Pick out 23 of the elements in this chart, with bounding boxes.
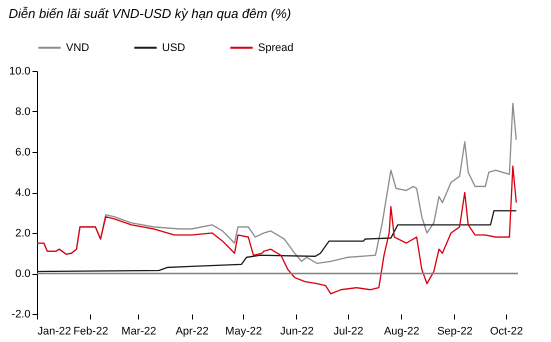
line-series [36, 166, 517, 294]
x-tick-label: Sep-22 [437, 326, 473, 338]
x-tick-label: Jan-22 [38, 326, 72, 338]
y-tick-label: 2.0 [15, 228, 30, 240]
y-tick-label: 10.0 [9, 66, 30, 78]
legend-label: USD [162, 42, 186, 54]
x-tick-label: Feb-22 [73, 326, 108, 338]
legend-label: Spread [258, 42, 294, 54]
x-tick-label: Jun-22 [280, 326, 314, 338]
x-tick-label: Jul-22 [333, 326, 364, 338]
x-tick-label: May-22 [225, 326, 262, 338]
y-tick-label: 4.0 [15, 187, 30, 199]
y-tick-label: 8.0 [15, 106, 30, 118]
legend-label: VND [66, 42, 90, 54]
x-tick-label: Apr-22 [176, 326, 209, 338]
y-tick-label: 0.0 [15, 268, 30, 280]
y-tick-label: -2.0 [12, 308, 30, 320]
x-tick-label: Oct-22 [490, 326, 523, 338]
chart-title: Diễn biến lãi suất VND-USD kỳ hạn qua đêm (%) [8, 6, 292, 21]
x-tick-label: Mar-22 [121, 326, 156, 338]
x-tick-label: Aug-22 [384, 326, 420, 338]
y-tick-label: 6.0 [15, 146, 30, 158]
line-series [36, 210, 517, 272]
